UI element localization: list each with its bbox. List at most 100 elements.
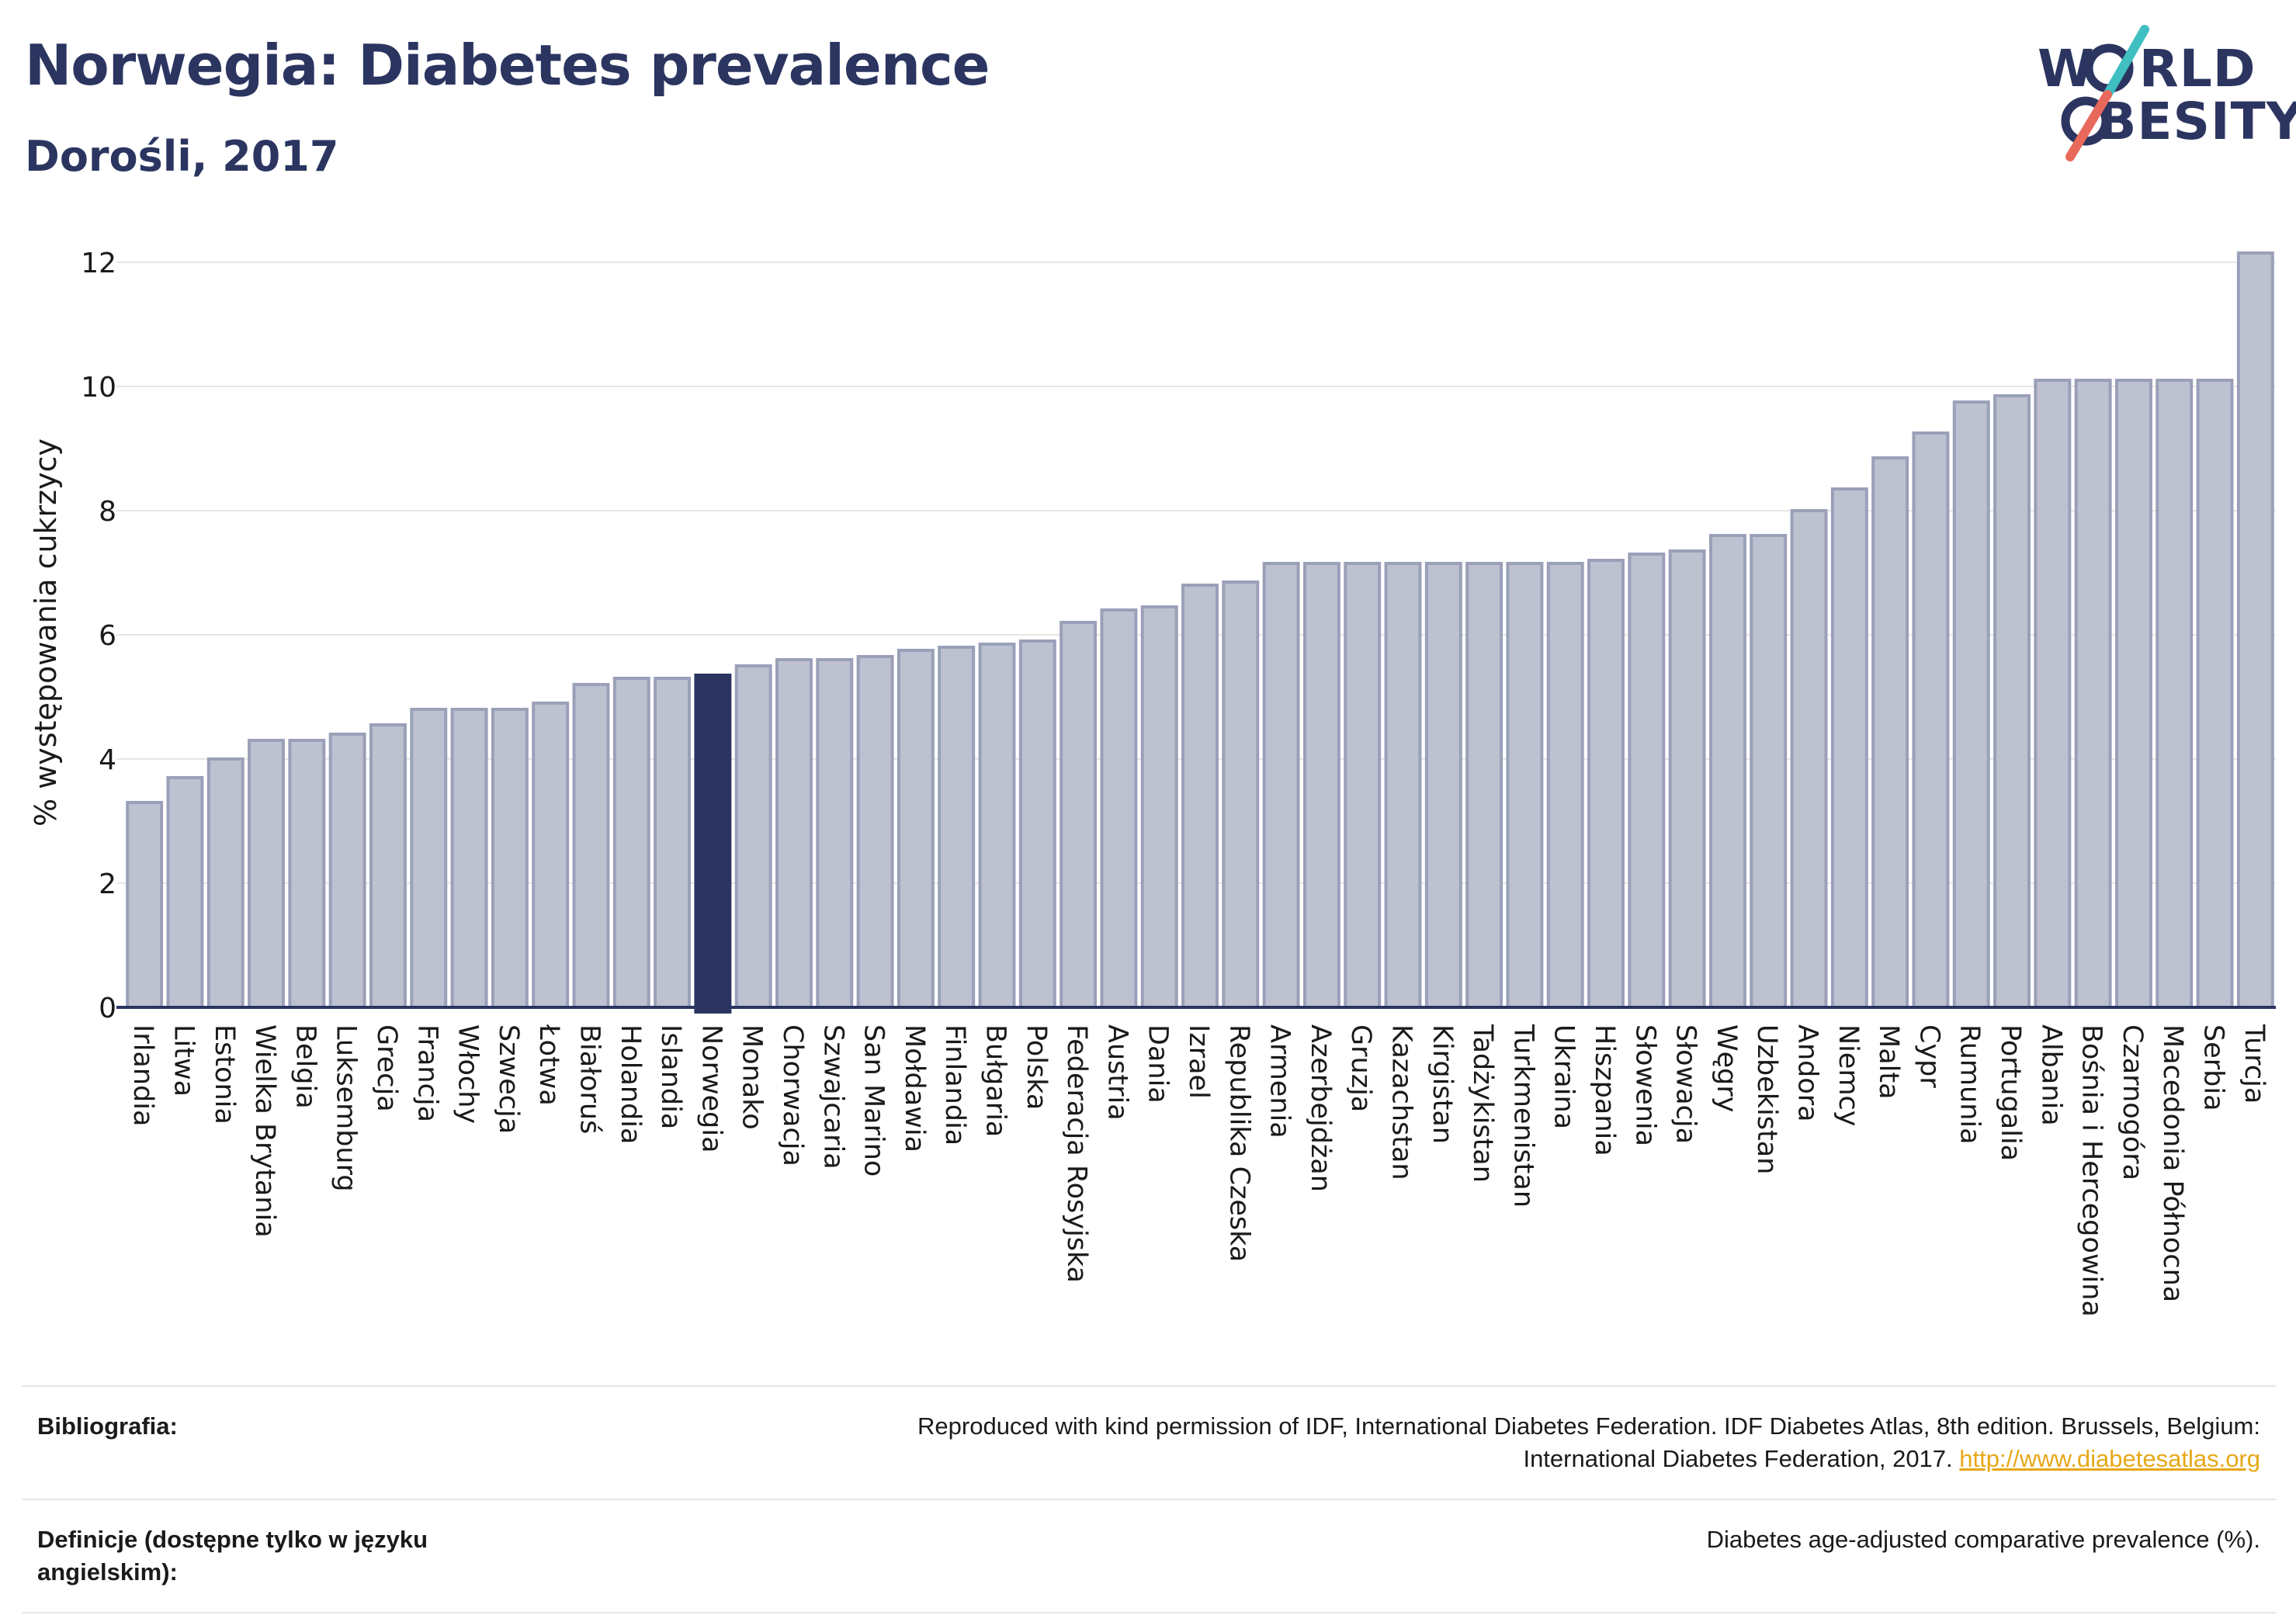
bar-21 xyxy=(978,643,1016,1009)
bar-27 xyxy=(1222,581,1260,1009)
x-tick-label: Kazachstan xyxy=(1386,1024,1417,1180)
bar-0 xyxy=(126,801,164,1009)
bar-24 xyxy=(1100,608,1138,1009)
chart-bars xyxy=(126,251,2274,1014)
x-tick-label: Norwegia xyxy=(695,1024,727,1153)
bibliography-label: Bibliografia: xyxy=(22,1385,550,1500)
y-tick-label: 6 xyxy=(99,620,116,652)
page-title: Norwegia: Diabetes prevalence xyxy=(25,33,990,98)
x-tick-label: Macedonia Północna xyxy=(2157,1024,2188,1302)
bibliography-text: Reproduced with kind permission of IDF, … xyxy=(550,1385,2276,1500)
y-tick-label: 4 xyxy=(99,744,116,776)
bibliography-text-line2: International Diabetes Federation, 2017. xyxy=(1523,1445,1953,1472)
x-tick-label: Estonia xyxy=(209,1024,240,1125)
bar-20 xyxy=(938,646,976,1009)
x-tick-label: Wielka Brytania xyxy=(249,1024,280,1238)
bar-31 xyxy=(1384,562,1422,1009)
bar-5 xyxy=(328,733,366,1009)
x-tick-label: Andora xyxy=(1792,1024,1823,1122)
definitions-text: Diabetes age-adjusted comparative preval… xyxy=(550,1499,2276,1613)
x-tick-label: Francja xyxy=(411,1024,442,1122)
x-tick-label: Holandia xyxy=(615,1024,646,1144)
x-tick-label: Grecja xyxy=(371,1024,402,1112)
x-tick-label: Czarnogóra xyxy=(2117,1024,2148,1180)
x-tick-label: Niemcy xyxy=(1833,1024,1864,1127)
x-tick-label: Federacja Rosyjska xyxy=(1061,1024,1092,1283)
bar-4 xyxy=(288,739,326,1009)
x-tick-label: Białoruś xyxy=(574,1024,605,1134)
bar-35 xyxy=(1546,562,1584,1009)
bar-25 xyxy=(1140,605,1178,1009)
bar-13 xyxy=(654,677,692,1009)
x-tick-label: Albania xyxy=(2035,1024,2066,1126)
bar-46 xyxy=(1993,394,2031,1009)
y-tick-label: 8 xyxy=(99,496,116,528)
x-tick-label: Słowenia xyxy=(1629,1024,1660,1146)
y-axis-ticks: 0 2 4 6 8 10 12 xyxy=(81,248,116,1024)
y-tick-label: 2 xyxy=(99,868,116,900)
bar-14 xyxy=(694,674,732,1014)
x-tick-label: Turcja xyxy=(2239,1024,2270,1104)
x-tick-label: San Marino xyxy=(858,1024,890,1177)
bar-41 xyxy=(1790,509,1828,1009)
x-tick-label: Bośnia i Hercegowina xyxy=(2076,1024,2107,1317)
x-tick-label: Armenia xyxy=(1264,1024,1295,1139)
bar-10 xyxy=(532,702,570,1009)
bar-29 xyxy=(1302,562,1340,1009)
x-tick-label: Azerbejdżan xyxy=(1305,1024,1336,1192)
bar-43 xyxy=(1871,456,1909,1009)
x-tick-label: Szwecja xyxy=(493,1024,524,1134)
bibliography-link[interactable]: http://www.diabetesatlas.org xyxy=(1959,1445,2260,1472)
bar-9 xyxy=(491,708,529,1009)
x-tick-label: Słowacja xyxy=(1670,1024,1701,1144)
bar-47 xyxy=(2034,379,2072,1009)
x-tick-label: Gruzja xyxy=(1345,1024,1376,1112)
bar-34 xyxy=(1506,562,1544,1009)
x-tick-label: Uzbekistan xyxy=(1751,1024,1782,1174)
bar-26 xyxy=(1181,584,1219,1009)
x-tick-label: Bułgaria xyxy=(980,1024,1011,1137)
x-tick-label: Izrael xyxy=(1183,1024,1214,1099)
logo-slash-icon xyxy=(2061,25,2149,161)
x-tick-label: Turkmenistan xyxy=(1507,1024,1538,1208)
bibliography-text-line1: Reproduced with kind permission of IDF, … xyxy=(917,1412,2260,1440)
x-axis-labels: Irlandia Litwa Estonia Wielka Brytania Belgi… xyxy=(127,1024,2270,1317)
x-tick-label: Austria xyxy=(1101,1024,1132,1121)
bar-11 xyxy=(572,683,610,1009)
bar-49 xyxy=(2114,379,2152,1009)
x-tick-label: Łotwa xyxy=(533,1024,564,1106)
bar-51 xyxy=(2196,379,2234,1009)
bar-42 xyxy=(1830,487,1868,1009)
x-tick-label: Mołdawia xyxy=(899,1024,930,1152)
x-tick-label: Belgia xyxy=(290,1024,321,1109)
bar-2 xyxy=(206,757,245,1009)
x-tick-label: Cypr xyxy=(1913,1024,1944,1088)
x-tick-label: Monako xyxy=(737,1024,768,1130)
definitions-label: Definicje (dostępne tylko w języku angie… xyxy=(22,1499,550,1613)
bar-48 xyxy=(2074,379,2112,1009)
bar-7 xyxy=(410,708,448,1009)
bar-45 xyxy=(1952,400,1990,1009)
x-tick-label: Chorwacja xyxy=(777,1024,808,1166)
x-tick-label: Litwa xyxy=(168,1024,199,1097)
x-tick-label: Szwajcaria xyxy=(817,1024,848,1170)
x-tick-label: Serbia xyxy=(2198,1024,2229,1111)
x-tick-label: Kirgistan xyxy=(1427,1024,1458,1144)
bar-17 xyxy=(816,658,854,1009)
bar-52 xyxy=(2236,251,2274,1009)
x-tick-label: Islandia xyxy=(655,1024,686,1129)
x-tick-label: Węgry xyxy=(1711,1024,1742,1112)
bar-22 xyxy=(1018,639,1056,1009)
bar-16 xyxy=(775,658,813,1009)
bar-23 xyxy=(1060,621,1098,1009)
x-tick-label: Malta xyxy=(1873,1024,1904,1100)
x-tick-label: Irlandia xyxy=(127,1024,158,1126)
bar-40 xyxy=(1750,534,1788,1009)
bar-chart: 0 2 4 6 8 10 12 Irlandia Litwa Estonia Wielka Bry… xyxy=(29,248,2276,1317)
bar-30 xyxy=(1344,562,1382,1009)
x-tick-label: Finlandia xyxy=(939,1024,970,1145)
bar-39 xyxy=(1708,534,1746,1009)
definitions-row: Definicje (dostępne tylko w języku angie… xyxy=(22,1499,2276,1613)
x-tick-label: Luksemburg xyxy=(331,1024,362,1192)
bar-15 xyxy=(734,664,772,1009)
